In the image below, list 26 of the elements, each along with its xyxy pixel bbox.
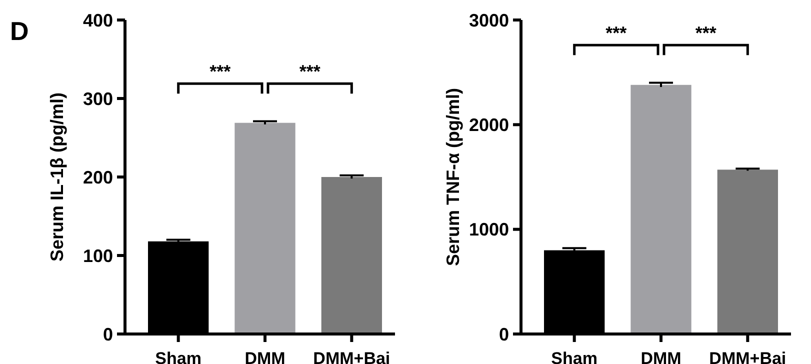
annotation: *** (299, 62, 320, 82)
annotation: *** (210, 62, 231, 82)
bar (321, 177, 382, 334)
x-tick-label: Sham (551, 349, 598, 364)
y-tick-label: 400 (82, 10, 113, 30)
annotation: *** (606, 23, 627, 44)
chart-title: D (10, 16, 29, 46)
y-tick-label: 0 (102, 324, 113, 344)
y-tick-label: 100 (82, 246, 113, 266)
x-tick-label: DMM (640, 349, 682, 364)
y-tick-label: 2000 (468, 114, 509, 135)
x-tick-label: Sham (155, 349, 202, 364)
x-tick-label: DMM+Bai (709, 349, 786, 364)
y-tick-label: 200 (82, 167, 113, 188)
bar (630, 84, 692, 334)
y-axis-title: Serum IL-1β (pg/ml) (47, 92, 67, 262)
annotation: *** (695, 23, 716, 44)
x-tick-label: DMM+Bai (313, 349, 390, 364)
x-tick-label: DMM (244, 349, 286, 364)
y-tick-label: 300 (82, 88, 113, 109)
y-axis-title: Serum TNF-α (pg/ml) (443, 88, 463, 266)
y-tick-label: 3000 (468, 10, 509, 30)
y-tick-label: 0 (498, 324, 509, 344)
y-tick-label: 1000 (468, 220, 509, 240)
bar (234, 122, 296, 334)
bar (717, 170, 778, 334)
